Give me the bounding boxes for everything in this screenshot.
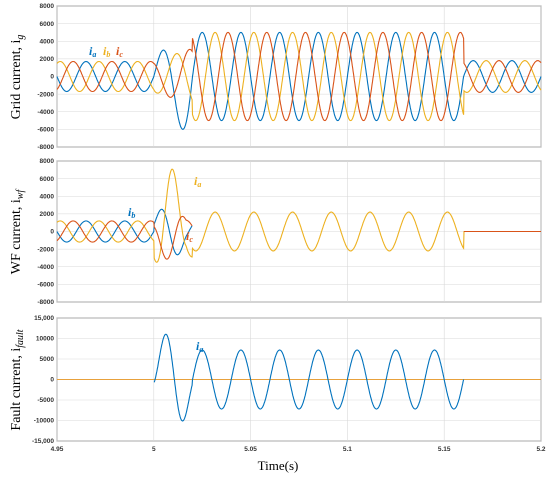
grid-current-panel: 8000 6000 4000 2000 0 -2000 -4000 -6000 -8000 Gr… [9, 3, 542, 151]
y-tick-label: 4000 [40, 38, 55, 45]
y-tick-label: 0 [50, 377, 54, 384]
annotation-ib: ib [128, 205, 135, 220]
y-tick-label: -4000 [37, 109, 54, 116]
wf-current-y-ticks: 8000 6000 4000 2000 0 -2000 -4000 -6000 -8000 [37, 158, 54, 306]
grid-current-series [56, 31, 542, 130]
y-tick-label: 10000 [36, 336, 54, 343]
fault-current-series [57, 333, 541, 422]
grid-current-y-label: Grid current, ig [9, 35, 26, 120]
annotation-ic: ic [186, 229, 193, 244]
y-tick-label: -6000 [37, 282, 54, 289]
series-line [56, 31, 542, 122]
x-tick-label: 5.2 [536, 446, 545, 453]
wf-current-series [56, 168, 541, 263]
x-tick-label: 5.05 [244, 446, 257, 453]
annotation-ia: ia [194, 174, 201, 189]
y-tick-label: 8000 [40, 3, 55, 10]
legend-ic: ic [116, 44, 123, 59]
legend-ib: ib [103, 44, 110, 59]
y-tick-label: -4000 [37, 264, 54, 271]
y-tick-label: 15,000 [34, 315, 54, 322]
y-tick-label: -8000 [37, 299, 54, 306]
y-tick-label: 6000 [40, 176, 55, 183]
y-tick-label: -2000 [37, 246, 54, 253]
x-tick-label: 5.15 [438, 446, 451, 453]
y-tick-label: -5000 [37, 397, 54, 404]
fault-current-x-ticks: 4.95 5 5.05 5.1 5.15 5.2 [51, 446, 546, 453]
wf-current-gridlines [56, 160, 542, 303]
y-tick-label: -10000 [34, 418, 55, 425]
y-tick-label: -15,000 [32, 438, 54, 445]
series-line [153, 333, 465, 422]
grid-current-legend: ia ib ic [89, 44, 123, 59]
y-tick-label: 4000 [40, 193, 55, 200]
y-tick-label: 5000 [40, 356, 55, 363]
x-tick-label: 5.1 [343, 446, 352, 453]
y-tick-label: 8000 [40, 158, 55, 165]
wf-current-y-label: WF current, iwf [9, 189, 26, 275]
annotation-fault-ia: ia [196, 339, 203, 354]
y-tick-label: 0 [50, 229, 54, 236]
series-line [56, 168, 541, 263]
legend-ia: ia [89, 44, 96, 59]
wf-current-panel: 8000 6000 4000 2000 0 -2000 -4000 -6000 -8000 WF… [9, 158, 542, 306]
y-tick-label: -6000 [37, 127, 54, 134]
x-axis-label: Time(s) [258, 458, 299, 473]
x-tick-label: 5 [152, 446, 156, 453]
y-tick-label: 6000 [40, 21, 55, 28]
y-tick-label: -2000 [37, 91, 54, 98]
y-tick-label: 2000 [40, 211, 55, 218]
series-line [56, 215, 541, 260]
fault-current-panel: 15,000 10000 5000 0 -5000 -10000 -15,000 4.95 5… [9, 315, 546, 473]
x-tick-label: 4.95 [51, 446, 64, 453]
y-tick-label: 2000 [40, 56, 55, 63]
fault-current-y-label: Fault current, ifault [9, 329, 26, 430]
y-tick-label: -8000 [37, 144, 54, 151]
fault-current-y-ticks: 15,000 10000 5000 0 -5000 -10000 -15,000 [32, 315, 54, 445]
grid-current-y-ticks: 8000 6000 4000 2000 0 -2000 -4000 -6000 -8000 [37, 3, 54, 151]
y-tick-label: 0 [50, 74, 54, 81]
